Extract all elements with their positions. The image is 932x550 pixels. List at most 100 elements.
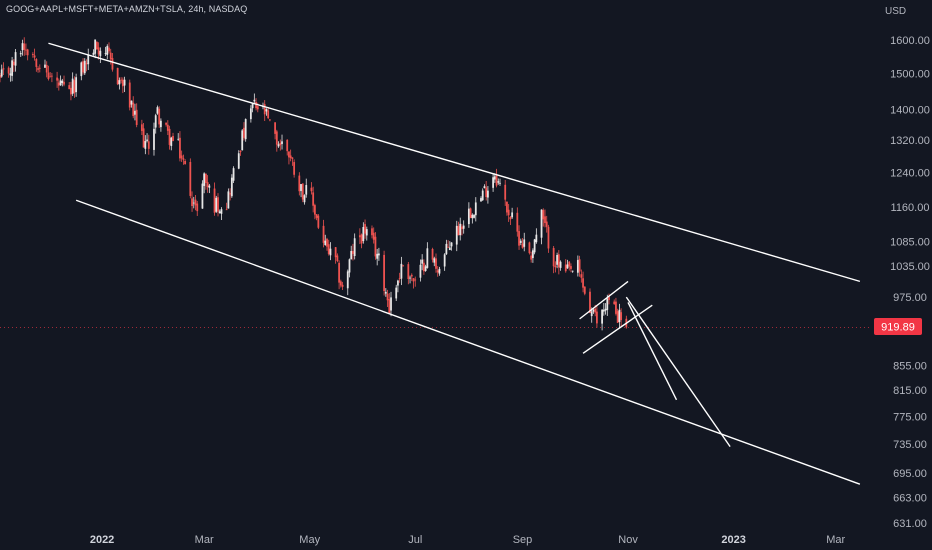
candle-body [116,67,119,85]
price-axis[interactable]: USD 1600.00 1500.00 1400.00 1320.00 1240.00 1… [885,6,930,530]
candle [348,258,351,278]
candle [121,77,124,94]
flag-upper-line[interactable] [579,280,629,320]
candle-body [180,155,183,159]
candle [229,188,232,201]
candle [2,62,5,75]
candle-body [497,181,500,183]
candle-body [604,308,607,311]
candle-body [94,39,97,54]
candle [196,200,199,216]
candle-body [336,255,339,261]
candle-body [68,85,71,90]
candle [519,238,522,246]
candle-body [106,46,109,55]
candle [374,232,377,260]
candle [424,264,427,272]
candle [160,118,162,132]
candle [322,219,325,248]
candle-body [326,238,328,247]
candle-body [571,270,574,272]
candle-body [227,191,230,209]
time-tick-label: Jul [408,534,422,546]
candle [530,251,533,263]
candle [353,233,356,260]
candle [450,242,453,251]
candle-body [300,184,302,192]
candle-body [554,265,557,268]
candle [421,254,424,271]
candle-body [398,278,401,279]
channel-lower-line[interactable] [75,199,861,485]
candle [376,248,379,266]
candle-body [329,248,332,256]
candle-body [365,229,368,236]
candle [87,48,90,71]
candle-body [435,258,437,269]
projection-line-long[interactable] [625,296,731,448]
candle [134,103,136,121]
candle [239,150,242,156]
candle [305,178,308,198]
candle [533,238,536,255]
time-axis[interactable]: 2022 Mar May Jul Sep Nov 2023 Mar [90,534,846,546]
candle [358,228,361,245]
candle-body [507,209,510,216]
candle-body [177,138,180,140]
candle-body [400,263,403,279]
candle [459,217,462,241]
candle [130,100,133,108]
candle [448,241,451,251]
candle-body [291,157,294,159]
candle-body [506,201,508,213]
candle-body [33,55,36,58]
candle [362,222,365,244]
price-tick-label: 815.00 [893,385,927,397]
candle-body [179,137,181,159]
candle-body [523,239,526,247]
trend-lines[interactable] [48,42,861,485]
candle-body [578,259,581,272]
flag-lower-line[interactable] [582,304,653,354]
candle-body [426,248,429,268]
candle-body [31,54,34,55]
symbol-title: GOOG+AAPL+MSFT+META+AMZN+TSLA, 24h, NASD… [6,4,248,14]
candle [153,122,155,156]
candle [480,196,482,202]
channel-upper-line[interactable] [48,42,861,283]
candle [426,242,429,269]
candle-body [431,248,434,260]
candle [327,239,330,256]
candle [298,172,301,196]
candle-body [407,264,410,279]
candle-body [499,182,501,184]
candle [180,150,183,162]
candle-body [493,176,496,180]
projection-line-short[interactable] [627,302,678,401]
candle [144,135,147,155]
candle [315,214,318,221]
candle [83,58,86,76]
candle [431,247,434,263]
candle [57,78,60,91]
candle-body [140,124,143,131]
candle-body [71,78,74,94]
candle [409,275,411,284]
candle [601,309,603,331]
candle-body [516,212,519,232]
candle [386,289,389,308]
candle [12,59,15,72]
candle-body [123,79,126,86]
candle-body [421,259,424,264]
candle-body [132,102,135,117]
candle [372,227,375,244]
candle-body [480,198,482,202]
candle-body [580,274,583,278]
candle-body [56,77,58,81]
candle [615,297,617,316]
candle-body [142,128,145,148]
candle-body [293,162,296,175]
